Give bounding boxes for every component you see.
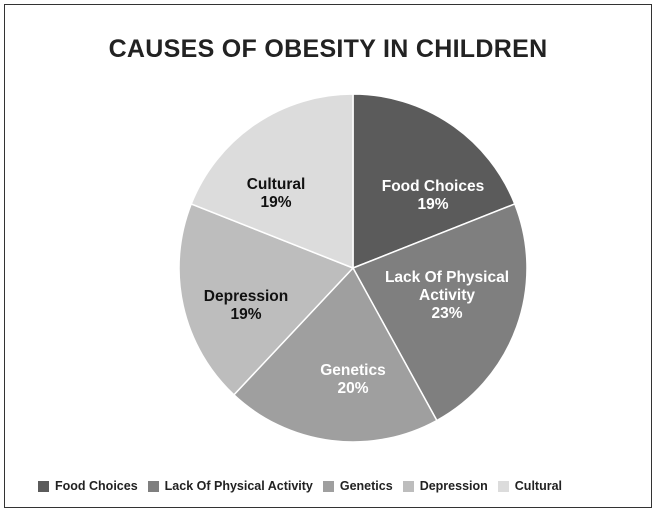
legend-item-food-choices: Food Choices: [38, 479, 138, 493]
legend-item-lack-of-physical-activity: Lack Of Physical Activity: [147, 479, 313, 493]
legend-swatch: [322, 480, 334, 492]
slice-label-lack-of-physical-activity: Lack Of Physical Activity 23%: [385, 269, 509, 322]
legend-swatch: [38, 480, 49, 492]
slice-label-food-choices: Food Choices 19%: [382, 178, 484, 213]
legend-item-cultural: Cultural: [497, 479, 563, 493]
legend-label: Depression: [419, 479, 488, 493]
pie-slice-genetics: [232, 266, 438, 443]
pie-slice-depression: [178, 202, 355, 396]
pie-slice-cultural: [190, 93, 354, 270]
legend-swatch: [402, 480, 414, 492]
chart-title: CAUSES OF OBESITY IN CHILDREN: [108, 35, 548, 63]
slice-label-cultural: Cultural 19%: [247, 176, 306, 211]
legend-label: Food Choices: [55, 479, 138, 493]
slice-label-depression: Depression 19%: [204, 288, 288, 323]
pie-slice-lack-of-physical-activity: [351, 202, 528, 422]
legend: Food Choices Lack Of Physical Activity Gen…: [38, 479, 572, 493]
legend-swatch: [147, 480, 159, 492]
legend-label: Cultural: [514, 479, 563, 493]
legend-item-depression: Depression: [402, 479, 488, 493]
legend-item-genetics: Genetics: [322, 479, 393, 493]
pie-slice-food-choices: [352, 93, 516, 270]
legend-label: Genetics: [339, 479, 393, 493]
legend-swatch: [497, 480, 509, 492]
legend-label: Lack Of Physical Activity: [164, 479, 313, 493]
slice-label-genetics: Genetics 20%: [320, 362, 385, 397]
